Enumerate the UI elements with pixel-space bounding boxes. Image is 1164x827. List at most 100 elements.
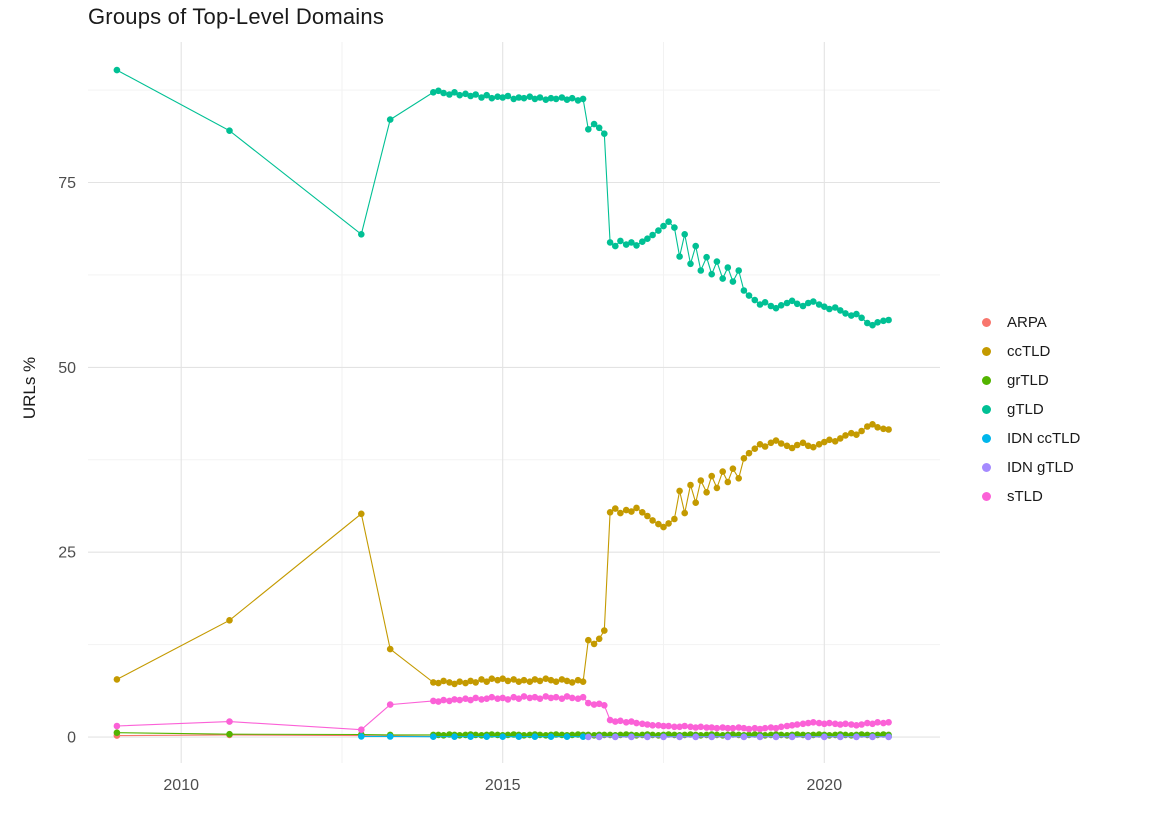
data-point xyxy=(531,95,539,103)
data-point xyxy=(358,231,365,238)
data-point xyxy=(821,303,828,311)
data-point xyxy=(799,720,807,728)
data-point xyxy=(113,66,121,74)
data-point xyxy=(880,425,887,433)
data-point xyxy=(821,733,828,741)
data-point xyxy=(547,676,555,684)
data-point xyxy=(617,717,624,725)
data-point xyxy=(644,733,651,741)
data-point xyxy=(676,487,683,495)
data-point xyxy=(735,267,742,274)
data-point xyxy=(628,733,635,741)
data-point xyxy=(767,724,775,731)
data-point xyxy=(665,520,672,527)
data-point xyxy=(703,724,710,731)
data-point xyxy=(783,722,791,730)
data-point xyxy=(671,224,678,231)
data-point xyxy=(451,680,458,688)
data-point xyxy=(756,733,764,741)
data-point xyxy=(772,724,780,732)
data-point xyxy=(676,723,683,731)
data-point xyxy=(708,472,715,480)
data-point xyxy=(729,724,737,732)
data-point xyxy=(708,724,715,731)
data-point xyxy=(837,733,844,741)
data-point xyxy=(601,627,608,634)
data-point xyxy=(456,91,464,99)
data-point xyxy=(585,126,592,133)
data-point xyxy=(767,439,775,447)
data-point xyxy=(655,227,662,234)
legend-key-icon xyxy=(982,318,991,327)
data-point xyxy=(547,694,555,702)
data-point xyxy=(649,231,656,239)
data-point xyxy=(451,89,458,96)
data-point xyxy=(724,264,732,271)
y-tick-label: 25 xyxy=(58,545,76,562)
data-point xyxy=(494,676,501,684)
data-point xyxy=(435,87,442,95)
data-point xyxy=(831,720,839,728)
data-point xyxy=(612,733,619,741)
data-point xyxy=(462,695,469,702)
data-point xyxy=(526,678,534,685)
data-point xyxy=(547,94,555,102)
data-point xyxy=(692,499,699,507)
data-point xyxy=(446,91,453,98)
data-point xyxy=(510,95,517,103)
legend-label: ARPA xyxy=(1007,314,1047,331)
data-point xyxy=(226,730,233,738)
data-point xyxy=(821,720,828,728)
data-point xyxy=(703,253,710,261)
data-point xyxy=(793,721,801,728)
data-point xyxy=(606,509,614,516)
data-point xyxy=(451,733,458,740)
data-point xyxy=(735,475,742,482)
data-point xyxy=(499,675,507,682)
data-point xyxy=(472,694,480,702)
data-point xyxy=(719,275,726,282)
data-point xyxy=(810,443,817,451)
data-point xyxy=(815,301,823,308)
data-point xyxy=(853,431,860,439)
data-point xyxy=(585,636,592,644)
data-point xyxy=(488,675,496,682)
data-point xyxy=(751,445,759,453)
data-point xyxy=(358,733,365,740)
data-point xyxy=(606,716,614,724)
data-point xyxy=(435,679,442,687)
data-point xyxy=(869,421,876,428)
data-point xyxy=(628,508,635,515)
data-point xyxy=(804,733,812,741)
data-point xyxy=(456,696,464,704)
data-point xyxy=(644,721,651,728)
data-point xyxy=(869,321,876,329)
data-point xyxy=(531,676,539,683)
data-point xyxy=(435,698,442,705)
data-point xyxy=(719,468,726,475)
data-point xyxy=(885,426,892,433)
data-point xyxy=(783,442,791,450)
data-point xyxy=(788,722,796,729)
data-point xyxy=(488,94,496,102)
data-point xyxy=(483,695,491,702)
legend-item-stld: sTLD xyxy=(982,488,1080,505)
data-point xyxy=(858,721,865,728)
data-point xyxy=(880,719,887,727)
data-point xyxy=(729,278,737,285)
data-point xyxy=(810,298,817,305)
data-point xyxy=(358,510,365,518)
data-point xyxy=(622,719,630,726)
data-point xyxy=(612,242,619,250)
data-point xyxy=(826,719,833,727)
data-point xyxy=(676,253,683,260)
data-point xyxy=(864,319,871,327)
data-point xyxy=(692,733,699,741)
x-tick-label: 2015 xyxy=(485,777,521,794)
data-point xyxy=(799,302,807,310)
data-point xyxy=(761,299,769,306)
data-point xyxy=(853,722,860,729)
data-point xyxy=(579,95,587,103)
data-point xyxy=(751,296,759,304)
data-point xyxy=(842,310,849,317)
